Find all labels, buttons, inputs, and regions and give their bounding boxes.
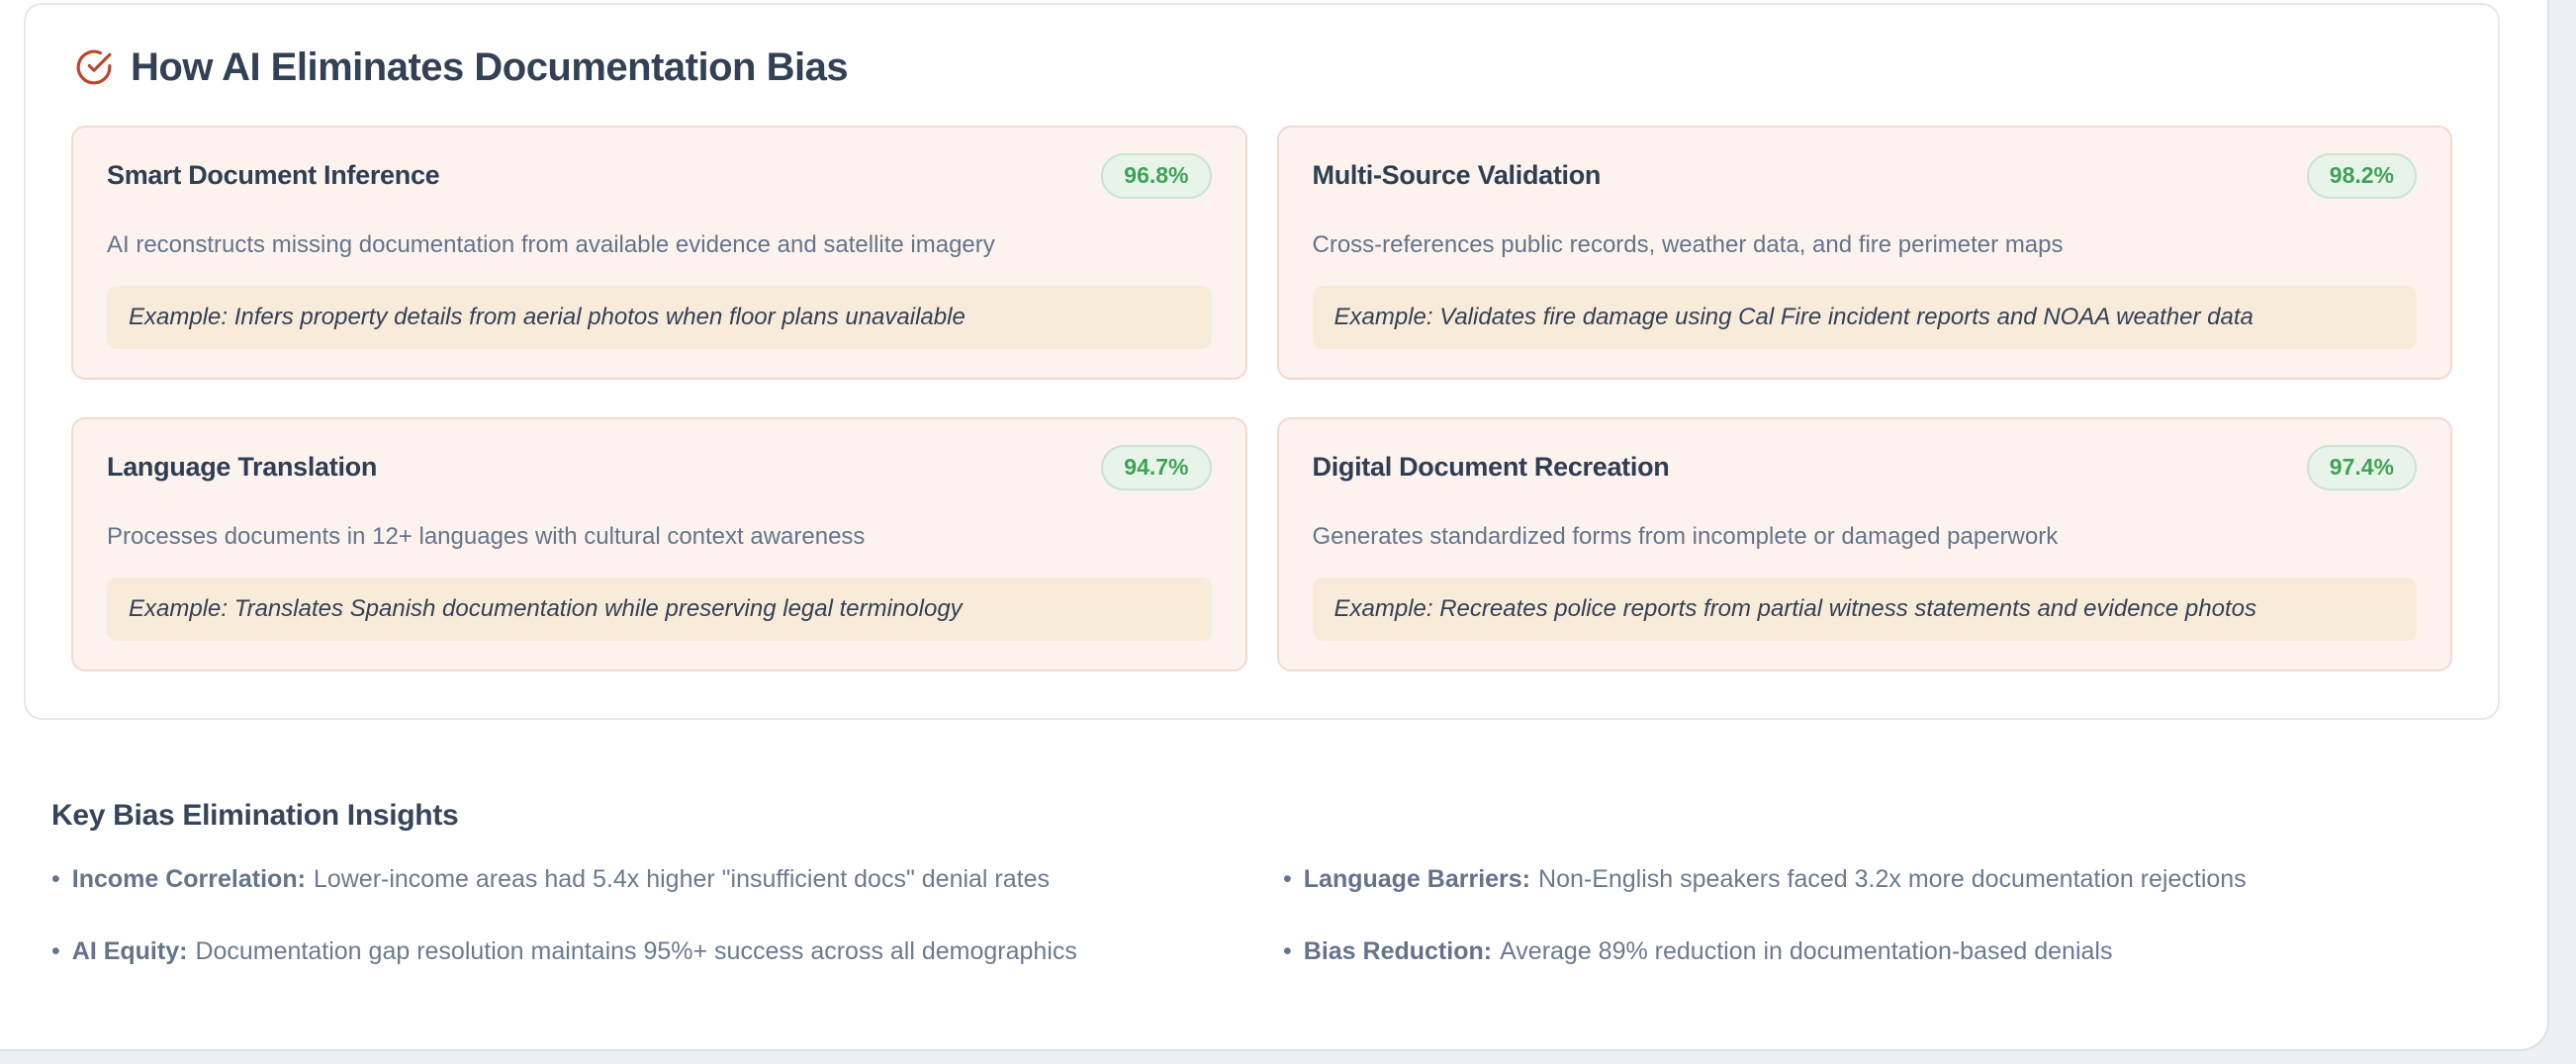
- insight-label: AI Equity:: [71, 937, 188, 966]
- insights-grid: • Income Correlation: Lower-income areas h…: [51, 864, 2495, 968]
- documentation-bias-section: How AI Eliminates Documentation Bias Sma…: [24, 3, 2500, 720]
- feature-card-language-translation: Language Translation 94.7% Processes doc…: [71, 417, 1247, 671]
- feature-card-example: Example: Recreates police reports from p…: [1312, 576, 2417, 642]
- bullet-icon: •: [1283, 865, 1292, 893]
- feature-card-header: Language Translation 94.7%: [107, 445, 1212, 490]
- bullet-icon: •: [1283, 937, 1292, 966]
- accuracy-badge: 94.7%: [1101, 445, 1212, 490]
- feature-card-smart-document-inference: Smart Document Inference 96.8% AI recons…: [71, 126, 1247, 380]
- feature-card-header: Multi-Source Validation 98.2%: [1312, 153, 2417, 199]
- section-title: How AI Eliminates Documentation Bias: [131, 45, 849, 89]
- insight-item-bias-reduction: • Bias Reduction: Average 89% reduction in…: [1283, 936, 2495, 967]
- feature-card-header: Digital Document Recreation 97.4%: [1312, 445, 2417, 490]
- feature-card-example: Example: Translates Spanish documentatio…: [107, 576, 1212, 642]
- feature-card-title: Smart Document Inference: [107, 160, 440, 191]
- accuracy-badge: 96.8%: [1101, 153, 1212, 199]
- feature-card-description: Processes documents in 12+ languages wit…: [107, 522, 866, 550]
- insight-text: Average 89% reduction in documentation-b…: [1500, 937, 2113, 966]
- insight-item-income-correlation: • Income Correlation: Lower-income areas h…: [51, 864, 1283, 895]
- insight-text: Documentation gap resolution maintains 9…: [195, 937, 1077, 966]
- accuracy-badge: 97.4%: [2306, 445, 2417, 490]
- bullet-icon: •: [51, 937, 60, 966]
- insight-label: Income Correlation:: [71, 865, 306, 893]
- feature-card-example: Example: Infers property details from ae…: [107, 285, 1212, 350]
- bullet-icon: •: [51, 865, 60, 893]
- accuracy-badge: 98.2%: [2306, 153, 2417, 199]
- insight-label: Language Barriers:: [1303, 865, 1531, 893]
- feature-card-digital-document-recreation: Digital Document Recreation 97.4% Genera…: [1276, 417, 2452, 671]
- content-panel: How AI Eliminates Documentation Bias Sma…: [0, 0, 2549, 1051]
- insight-text: Lower-income areas had 5.4x higher "insu…: [313, 865, 1051, 893]
- feature-card-description: Generates standardized forms from incomp…: [1312, 522, 2059, 550]
- section-header: How AI Eliminates Documentation Bias: [26, 5, 2498, 90]
- feature-card-title: Digital Document Recreation: [1312, 452, 1670, 483]
- feature-card-description: Cross-references public records, weather…: [1312, 230, 2064, 258]
- feature-card-title: Multi-Source Validation: [1312, 160, 1602, 191]
- insight-item-ai-equity: • AI Equity: Documentation gap resolution …: [51, 936, 1283, 967]
- feature-card-example: Example: Validates fire damage using Cal…: [1312, 285, 2417, 350]
- insight-label: Bias Reduction:: [1303, 937, 1493, 966]
- key-insights-section: Key Bias Elimination Insights • Income Co…: [51, 799, 2495, 968]
- insights-title: Key Bias Elimination Insights: [51, 799, 459, 832]
- insight-item-language-barriers: • Language Barriers: Non-English speakers …: [1283, 864, 2495, 895]
- feature-card-multi-source-validation: Multi-Source Validation 98.2% Cross-refe…: [1276, 126, 2452, 380]
- check-circle-icon: [76, 49, 112, 85]
- feature-card-header: Smart Document Inference 96.8%: [107, 153, 1212, 199]
- insight-text: Non-English speakers faced 3.2x more doc…: [1538, 865, 2247, 893]
- feature-card-description: AI reconstructs missing documentation fr…: [107, 230, 995, 258]
- feature-cards-grid: Smart Document Inference 96.8% AI recons…: [71, 126, 2452, 671]
- feature-card-title: Language Translation: [107, 452, 378, 483]
